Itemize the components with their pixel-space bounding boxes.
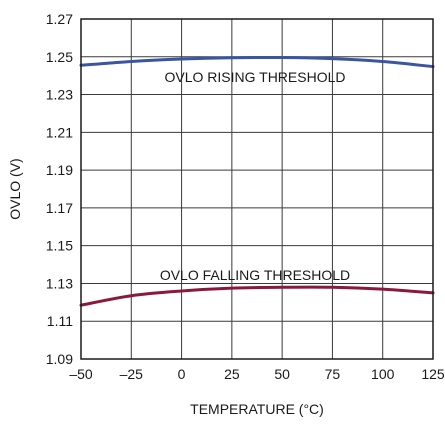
series-line-1	[79, 285, 435, 307]
y-tick-label: 1.19	[46, 162, 73, 178]
x-tick-label: 50	[274, 366, 290, 382]
x-tick-label: 75	[325, 366, 341, 382]
x-tick-labels: –50 –25 0 25 50 75 100 125	[69, 366, 445, 382]
x-tick-label: 0	[178, 366, 186, 382]
y-axis-label: OVLO (V)	[7, 158, 23, 219]
x-tick-label: –50	[69, 366, 93, 382]
x-axis-label: TEMPERATURE (°C)	[190, 401, 324, 417]
y-tick-label: 1.27	[46, 11, 73, 27]
series-layer	[79, 55, 435, 307]
x-tick-label: 100	[371, 366, 395, 382]
series-annotation-1: OVLO FALLING THRESHOLD	[160, 267, 350, 283]
y-tick-label: 1.23	[46, 87, 73, 103]
y-tick-label: 1.09	[46, 351, 73, 367]
series-annotation-0: OVLO RISING THRESHOLD	[164, 69, 345, 85]
series-annotations: OVLO RISING THRESHOLD OVLO FALLING THRESH…	[160, 69, 350, 283]
y-tick-labels: 1.09 1.11 1.13 1.15 1.17 1.19 1.21 1.23 1.25 1.27	[46, 11, 73, 367]
plot-frame	[80, 18, 434, 360]
y-tick-label: 1.11	[47, 313, 73, 329]
y-tick-label: 1.25	[46, 49, 73, 65]
x-tick-label: 125	[421, 366, 445, 382]
x-tick-label: 25	[224, 366, 240, 382]
y-tick-label: 1.15	[46, 238, 73, 254]
y-tick-label: 1.13	[46, 275, 73, 291]
y-tick-label: 1.21	[46, 124, 73, 140]
series-line-0	[79, 55, 435, 69]
x-tick-label: –25	[120, 366, 144, 382]
y-tick-label: 1.17	[46, 200, 73, 216]
